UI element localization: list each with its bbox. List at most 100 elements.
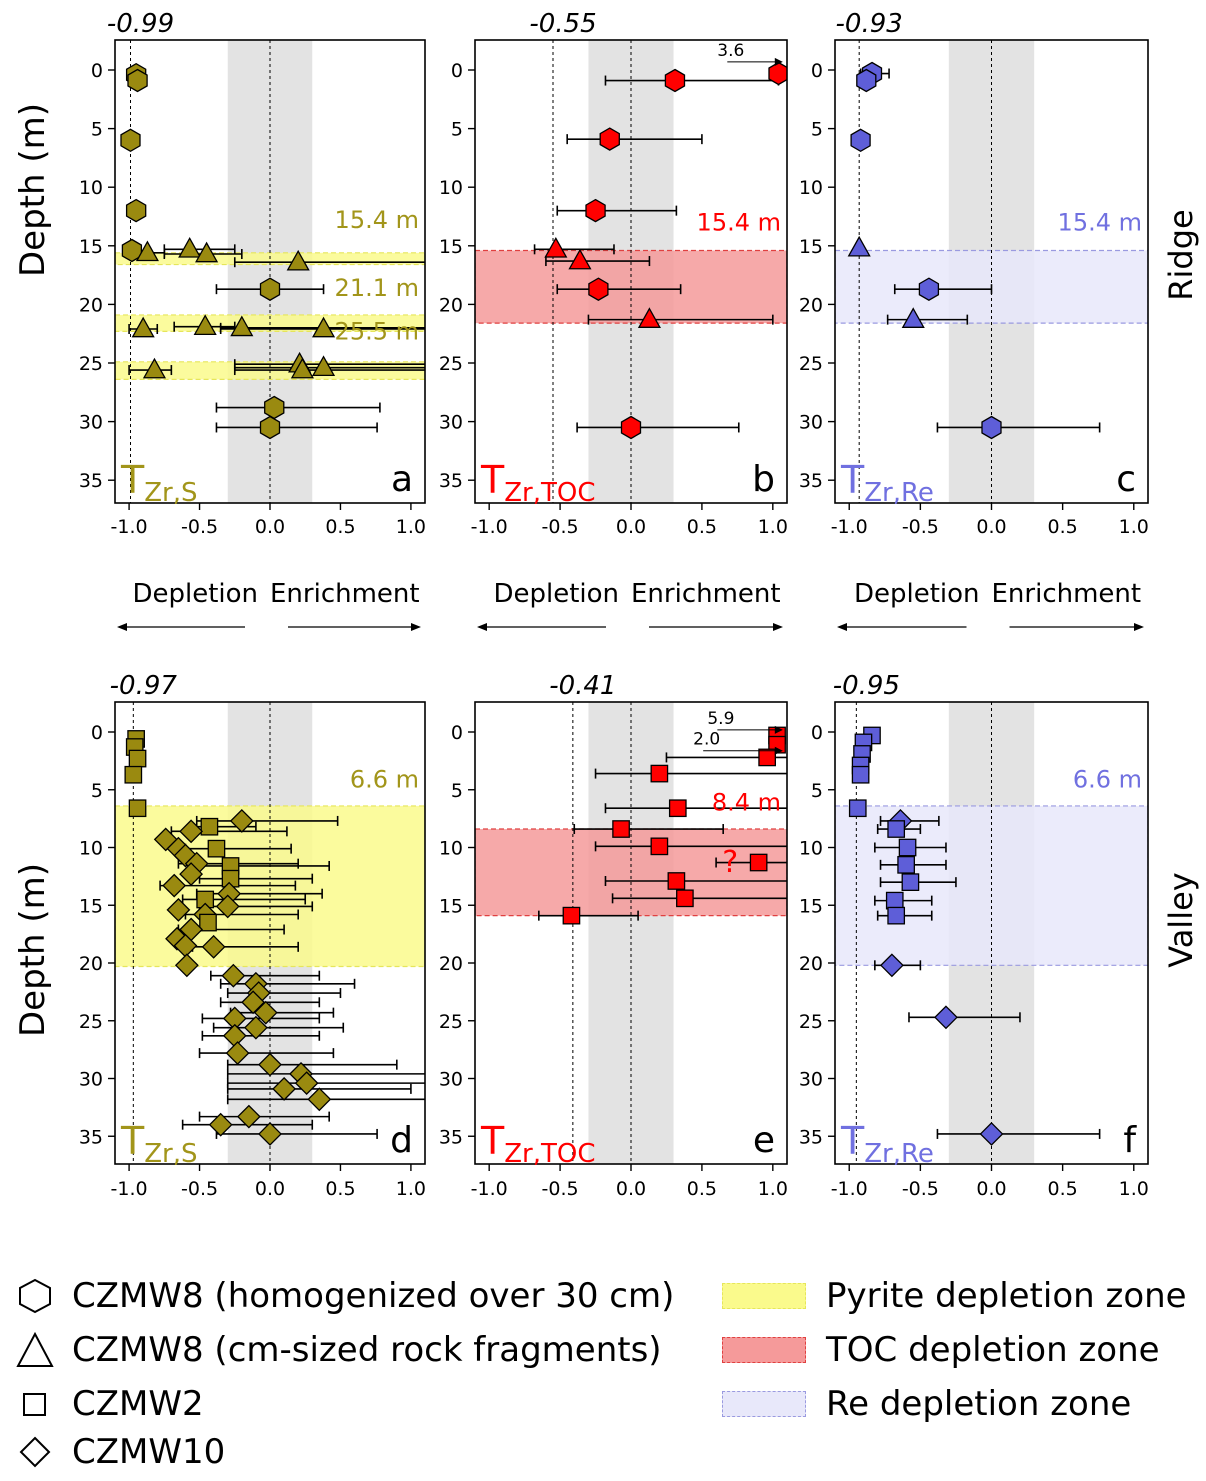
panel-plot-area: 3.6 15.4 m [475, 40, 787, 503]
data-point-diamond [236, 1104, 261, 1129]
panel-letter: a [391, 459, 413, 500]
tau-symbol: T [840, 1119, 865, 1163]
tau-subscript: Zr,Re [864, 1139, 934, 1169]
x-tick-label: -1.0 [471, 516, 508, 538]
data-point-square [128, 799, 147, 818]
panel-e: 5.92.0? 8.4 m -1.0 -0.5 0.0 0.5 1.0 0 5 10 15 20 25 3… [439, 671, 788, 1200]
data-point-diamond [225, 1041, 250, 1066]
data-point-diamond [208, 1112, 233, 1137]
panel-plot-area: 15.4 m 21.1 m 25.5 m [115, 40, 425, 503]
data-point-diamond [934, 1005, 958, 1030]
offscale-value-label: 2.0 [693, 730, 720, 750]
data-point-diamond [201, 934, 226, 959]
y-tick-label: 15 [799, 895, 823, 917]
data-point-square [667, 872, 686, 890]
data-point-square [885, 891, 904, 910]
data-point-hexagon [121, 238, 143, 263]
correlation-value: -0.93 [836, 9, 903, 39]
data-point-square [200, 817, 219, 836]
x-tick-label: 0.0 [976, 516, 1006, 538]
y-tick-label: 35 [799, 470, 823, 492]
data-point-triangle [311, 316, 336, 338]
x-tick-label: 0.0 [255, 516, 285, 538]
tau-subscript: Zr,S [144, 1139, 197, 1169]
data-point-diamond [272, 1076, 297, 1101]
y-tick-label: 5 [451, 780, 463, 802]
tau-symbol: T [120, 458, 145, 502]
data-point-diamond [294, 1071, 319, 1096]
offscale-value-label: 5.9 [707, 709, 734, 729]
y-tick-label: 35 [79, 470, 103, 492]
y-tick-label: 20 [79, 294, 103, 316]
depletion-label: Depletion [132, 579, 258, 609]
x-tick-label: 0.0 [616, 516, 646, 538]
y-tick-label: 20 [79, 953, 103, 975]
correlation-value: -0.97 [110, 671, 178, 701]
data-point-hexagon [585, 198, 606, 223]
data-point-square [897, 855, 915, 874]
y-tick-label: 10 [799, 838, 823, 860]
panel-letter: b [752, 459, 775, 500]
x-tick-label: 1.0 [1119, 516, 1149, 538]
data-point-diamond [253, 1000, 278, 1025]
data-point-square [650, 764, 669, 783]
data-point-diamond [241, 990, 266, 1015]
x-tick-label: 1.0 [1119, 1178, 1149, 1200]
data-point-diamond [174, 953, 199, 978]
y-tick-label: 5 [811, 119, 823, 141]
zone-label: 8.4 m [712, 789, 781, 817]
data-point-hexagon [264, 395, 285, 420]
data-point-square [887, 820, 906, 838]
x-tick-label: 0.5 [325, 1178, 355, 1200]
data-point-triangle [131, 316, 155, 338]
panel-letter: d [390, 1120, 413, 1161]
y-tick-label: 5 [91, 780, 103, 802]
data-point-hexagon [850, 128, 871, 153]
y-tick-label: 10 [79, 177, 103, 199]
depletion-arrow-head [117, 623, 127, 631]
data-point-hexagon [127, 68, 148, 93]
y-tick-label: 5 [451, 119, 463, 141]
y-tick-label: 15 [439, 895, 463, 917]
y-tick-label: 0 [91, 722, 103, 744]
data-point-diamond [221, 963, 246, 988]
x-tick-label: -0.5 [542, 516, 579, 538]
y-tick-label: 30 [439, 1069, 463, 1091]
tau-label: TZr,Re [840, 1119, 934, 1169]
y-tick-label: 10 [79, 838, 103, 860]
tau-label: TZr,S [120, 458, 198, 508]
data-point-hexagon [125, 198, 147, 223]
y-tick-label: 35 [439, 1126, 463, 1148]
data-point-triangle [135, 240, 159, 262]
offscale-value-label: 3.6 [717, 41, 744, 61]
y-tick-label: 15 [79, 895, 103, 917]
data-point-triangle [847, 235, 871, 257]
data-point-triangle [178, 236, 202, 258]
data-point-square [128, 749, 147, 768]
data-point-square [562, 906, 581, 925]
enrichment-arrow-head [1134, 623, 1144, 631]
enrichment-label: Enrichment [992, 579, 1142, 609]
data-point-square [749, 853, 768, 872]
data-point-square [898, 838, 917, 857]
x-tick-label: 0.5 [687, 1178, 717, 1200]
y-tick-label: 10 [439, 177, 463, 199]
data-point-square [758, 748, 776, 767]
zone-label: 21.1 m [335, 274, 419, 302]
y-tick-label: 10 [799, 177, 823, 199]
data-point-square [612, 820, 630, 838]
data-point-square [650, 837, 669, 856]
question-mark: ? [722, 845, 738, 880]
correlation-value: -0.99 [107, 9, 174, 39]
arrow-head [774, 57, 783, 66]
y-tick-label: 30 [79, 412, 103, 434]
panel-letter: f [1123, 1120, 1137, 1161]
y-tick-label: 15 [79, 236, 103, 258]
y-tick-label: 30 [439, 412, 463, 434]
y-tick-label: 25 [439, 1011, 463, 1033]
y-tick-label: 20 [799, 953, 823, 975]
data-point-square [851, 765, 870, 784]
y-tick-label: 35 [439, 470, 463, 492]
tau-label: TZr,TOC [480, 1119, 596, 1169]
